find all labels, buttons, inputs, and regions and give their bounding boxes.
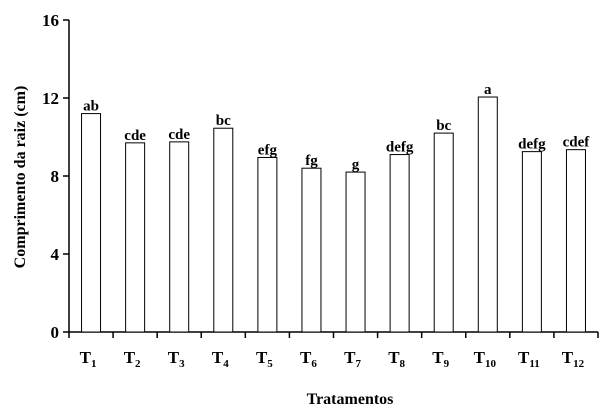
x-tick-label: T12 bbox=[562, 348, 585, 370]
x-tick-label: T2 bbox=[124, 348, 141, 370]
x-tick-label: T8 bbox=[388, 348, 405, 370]
x-tick-label: T7 bbox=[344, 348, 361, 370]
x-tick-label: T10 bbox=[474, 348, 497, 370]
x-axis: T1 T2 T3 T4 T5 T6 T7 T8 T9 T10 T11 T12 bbox=[68, 331, 599, 370]
bar-labels: ab cde cde bc efg fg g defg bc a defg cdef bbox=[83, 82, 590, 173]
y-tick-label: 16 bbox=[42, 11, 59, 30]
x-axis-title: Tratamentos bbox=[307, 391, 394, 407]
bar-value-label: fg bbox=[305, 153, 318, 169]
bar bbox=[81, 113, 102, 333]
y-axis: 0 4 8 12 16 bbox=[42, 11, 70, 342]
bar-value-label: efg bbox=[258, 142, 278, 158]
x-tick-label: T5 bbox=[256, 348, 273, 370]
x-tick-label: T3 bbox=[168, 348, 185, 370]
bar-value-label: defg bbox=[386, 140, 414, 156]
bar bbox=[257, 156, 278, 333]
bar-value-label: cde bbox=[124, 128, 146, 144]
bar bbox=[301, 167, 322, 333]
bars bbox=[81, 96, 586, 333]
bar bbox=[389, 154, 410, 333]
bar-value-label: bc bbox=[436, 118, 451, 134]
bar-value-label: cde bbox=[168, 127, 190, 143]
bar bbox=[565, 149, 586, 333]
x-tick-label: T11 bbox=[518, 348, 540, 370]
bar bbox=[477, 96, 498, 333]
x-tick-label: T9 bbox=[432, 348, 449, 370]
y-tick-label: 0 bbox=[51, 323, 60, 342]
bar-value-label: a bbox=[484, 82, 492, 98]
bar bbox=[433, 132, 454, 333]
y-axis-title: Comprimento da raiz (cm) bbox=[12, 86, 29, 269]
bar bbox=[125, 142, 146, 333]
y-tick-label: 12 bbox=[42, 89, 59, 108]
bar-value-label: bc bbox=[216, 113, 231, 129]
bar-value-label: defg bbox=[518, 137, 546, 153]
bar bbox=[169, 141, 190, 333]
y-tick-label: 8 bbox=[51, 167, 60, 186]
bar-value-label: ab bbox=[83, 99, 99, 115]
x-tick-label: T1 bbox=[80, 348, 97, 370]
y-tick-label: 4 bbox=[51, 245, 60, 264]
bar bbox=[213, 127, 234, 333]
bar-value-label: cdef bbox=[563, 135, 591, 151]
x-tick-label: T6 bbox=[300, 348, 317, 370]
bar bbox=[345, 171, 366, 333]
bar bbox=[521, 151, 542, 333]
x-tick-label: T4 bbox=[212, 348, 229, 370]
bar-value-label: g bbox=[352, 157, 360, 173]
